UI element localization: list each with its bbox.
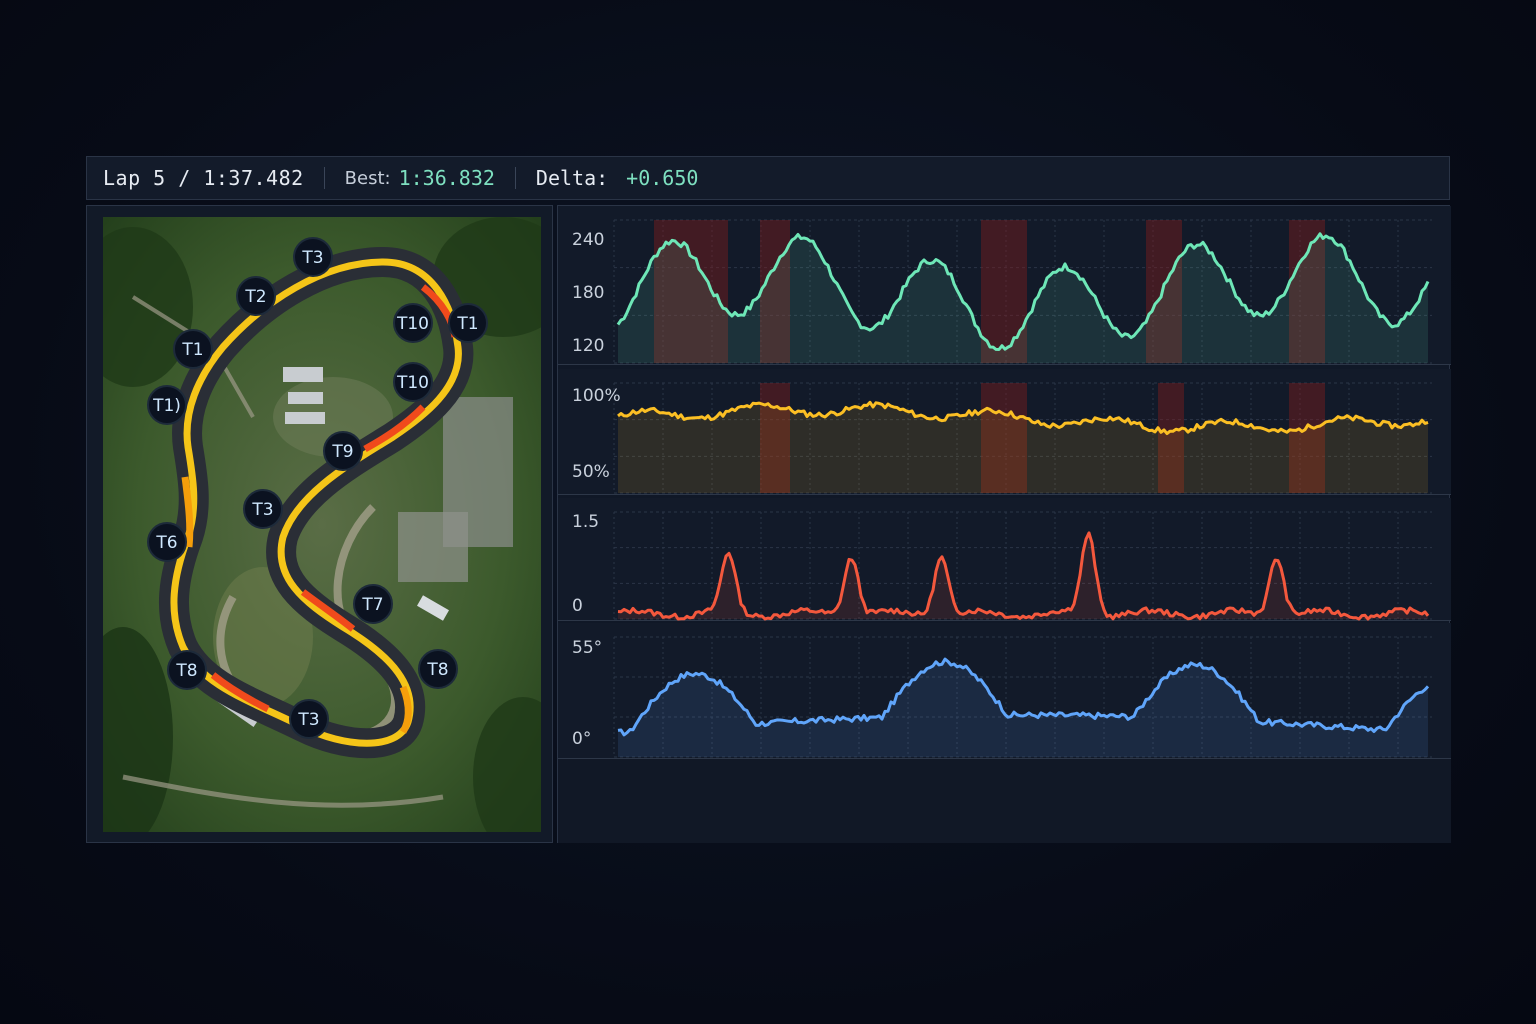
track-speed-overlay [170, 258, 462, 747]
header-divider [514, 167, 516, 189]
turn-label: T6 [155, 533, 177, 553]
braking-zone-band [1158, 383, 1184, 493]
series-area [618, 532, 1428, 619]
turn-marker[interactable]: T10 [393, 362, 433, 402]
track-map[interactable]: T3 T2 T1 T1) T10 T6 T1 T10 T9 T3 T7 T8 T8 T3 [103, 217, 541, 832]
brake-trace [613, 511, 1432, 621]
turn-label: T3 [251, 500, 273, 520]
braking-zone-band [760, 220, 790, 363]
turn-marker[interactable]: T1 [448, 303, 488, 343]
steering-chart[interactable]: 55° 0° [558, 623, 1451, 759]
track-map-panel: T3 T2 T1 T1) T10 T6 T1 T10 T9 T3 T7 T8 T8 T3 [86, 205, 553, 843]
header-divider [323, 167, 325, 189]
throttle-tick-low: 50% [572, 462, 610, 482]
best-label: Best: [344, 167, 391, 189]
best-lap-time: 1:36.832 [398, 166, 495, 190]
braking-zone-band [1289, 220, 1325, 363]
series-area [618, 659, 1428, 757]
throttle-trace [613, 382, 1432, 494]
turn-marker[interactable]: T3 [293, 237, 333, 277]
turn-label: T10 [396, 373, 429, 393]
speed-tick-top: 240 [572, 230, 605, 250]
brake-tick-top: 1.5 [572, 512, 600, 532]
turn-label: T1 [181, 340, 203, 360]
slow-segment [300, 589, 356, 632]
turn-label: T7 [361, 595, 383, 615]
brake-tick-low: 0 [572, 596, 583, 616]
turn-marker[interactable]: T8 [418, 649, 458, 689]
turn-marker[interactable]: T7 [353, 584, 393, 624]
turn-marker[interactable]: T8 [167, 650, 207, 690]
brake-chart[interactable]: 1.5 0 [558, 498, 1451, 621]
speed-trace [613, 219, 1432, 364]
turn-label: T3 [301, 248, 323, 268]
medium-segment [399, 685, 412, 734]
braking-zone-band [1289, 383, 1325, 493]
turn-label: T8 [175, 661, 197, 681]
turn-label: T2 [244, 287, 266, 307]
speed-tick-low: 120 [572, 336, 605, 356]
lap-time: Lap 5 / 1:37.482 [103, 166, 304, 190]
parking-area [398, 512, 468, 582]
turn-marker[interactable]: T1) [147, 385, 187, 425]
steering-tick-low: 0° [572, 729, 592, 749]
turn-marker[interactable]: T10 [393, 303, 433, 343]
braking-zone-band [1146, 220, 1182, 363]
turn-marker[interactable]: T9 [323, 431, 363, 471]
delta-value: +0.650 [626, 166, 699, 190]
slow-segment [363, 404, 426, 453]
speed-tick-mid: 180 [572, 283, 605, 303]
turn-label: T10 [396, 314, 429, 334]
steering-trace [613, 636, 1432, 758]
series-line [617, 531, 1430, 621]
turn-label: T1 [456, 314, 478, 334]
series-area [618, 233, 1428, 363]
turn-marker[interactable]: T6 [147, 522, 187, 562]
braking-zone-band [981, 220, 1027, 363]
series-line [617, 400, 1429, 436]
steering-tick-top: 55° [572, 638, 603, 658]
series-line [617, 657, 1430, 737]
throttle-tick-top: 100% [572, 386, 621, 406]
satellite-track-map: T3 T2 T1 T1) T10 T6 T1 T10 T9 T3 T7 T8 T8 T3 [103, 217, 541, 832]
turn-label: T8 [426, 660, 448, 680]
telemetry-charts-panel: 240 180 120 100% 50% 1.5 0 55° 0° [557, 205, 1451, 843]
turn-label: T3 [297, 710, 319, 730]
turn-marker[interactable]: T2 [236, 276, 276, 316]
turn-marker[interactable]: T1 [173, 329, 213, 369]
braking-zone-band [760, 383, 790, 493]
lap-header-bar: Lap 5 / 1:37.482 Best: 1:36.832 Delta: +… [86, 156, 1450, 200]
delta-label: Delta: [535, 166, 609, 190]
throttle-chart[interactable]: 100% 50% [558, 369, 1451, 495]
medium-segment [181, 476, 194, 548]
speed-chart[interactable]: 240 180 120 [558, 206, 1451, 365]
empty-chart-area [558, 759, 1451, 843]
turn-label: T9 [331, 442, 353, 462]
series-line [616, 232, 1430, 351]
series-area [618, 402, 1428, 493]
turn-label: T1) [152, 396, 181, 416]
braking-zone-band [981, 383, 1027, 493]
turn-marker[interactable]: T3 [243, 489, 283, 529]
turn-marker[interactable]: T3 [289, 699, 329, 739]
slow-segment [210, 672, 270, 713]
